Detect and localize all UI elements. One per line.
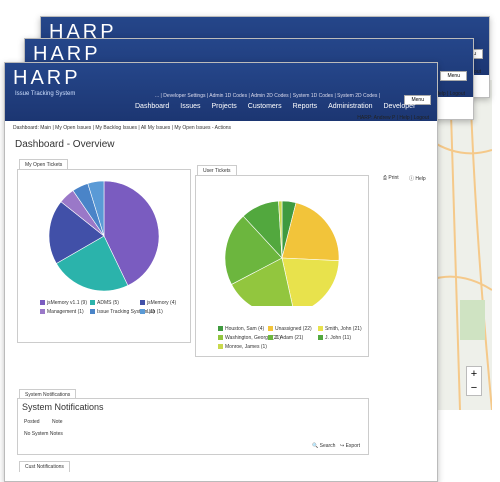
nav-item[interactable]: Reports (292, 103, 318, 110)
legend-item: jsMemory v1.1 (9) (40, 300, 87, 306)
legend-label: J. John (11) (325, 335, 352, 341)
pie-slice (281, 202, 340, 261)
legend-item: Smith, John (21) (318, 326, 362, 332)
notifications-heading: System Notifications (22, 402, 104, 412)
legend-item: J. Adam (21) (268, 335, 303, 341)
legend-swatch (268, 335, 273, 341)
legend-swatch (218, 335, 223, 341)
legend-swatch (40, 300, 45, 306)
nav: Dashboard Issues Projects Customers Reports A… (135, 103, 415, 110)
legend-item: J. John (11) (318, 335, 351, 341)
table-header: Posted (24, 419, 40, 425)
search[interactable]: 🔍 Search (312, 443, 336, 449)
chart-panel: Houston, Sam (4) Unassigned (22) Smith, Jo… (195, 175, 369, 357)
legend-label: J. Adam (21) (275, 335, 304, 341)
legend-label: ADMS (5) (97, 300, 119, 306)
pie-slice (103, 180, 160, 286)
help-label[interactable]: Help (415, 176, 426, 182)
search-label[interactable]: Search (319, 443, 336, 449)
logo: HARP (13, 67, 81, 89)
legend-swatch (140, 300, 145, 306)
logo: HARP (49, 21, 117, 43)
breadcrumb[interactable]: Dashboard: Main | My Open Issues | My Ba… (13, 125, 232, 131)
nav-item[interactable]: Dashboard (135, 103, 170, 110)
legend-item: Issue Tracking System (1) (90, 309, 155, 315)
legend-swatch (318, 326, 323, 332)
legend-item: jsMemory (4) (140, 300, 176, 306)
legend-label: Monroe, James (1) (225, 344, 267, 350)
menu[interactable]: Menu (440, 71, 467, 81)
pie-slice (224, 215, 283, 285)
legend-swatch (90, 300, 95, 306)
legend-label: Houston, Sam (4) (225, 326, 265, 332)
nav-item[interactable]: Customers (247, 103, 282, 110)
tab[interactable]: System Notifications (19, 389, 77, 400)
tab[interactable]: My Open Tickets (19, 159, 69, 170)
help[interactable]: ⓘ Help (409, 176, 426, 182)
legend-label: Lab (1) (147, 309, 163, 315)
print[interactable]: ⎙ Print (383, 175, 399, 181)
pie-chart (224, 200, 340, 316)
nav-item[interactable]: Administration (328, 103, 373, 110)
legend-item: Unassigned (22) (268, 326, 312, 332)
front-window: HARP Issue Tracking System ... | Developer… (4, 62, 438, 482)
legend-swatch (268, 326, 273, 332)
export[interactable]: ↪ Export (340, 443, 361, 449)
legend-swatch (218, 344, 223, 350)
notifications-panel: System Notifications Posted Note No Syst… (17, 398, 369, 455)
table-cell: No System Notes (24, 431, 63, 437)
admin-bar: ... | Developer Settings | Admin 1D Code… (155, 93, 381, 99)
legend-label: jsMemory v1.1 (9) (47, 300, 88, 306)
zoom-out[interactable]: − (470, 382, 478, 394)
legend-label: Unassigned (22) (275, 326, 312, 332)
map-zoom[interactable]: + − (466, 366, 482, 396)
legend-item: Monroe, James (1) (218, 344, 267, 350)
legend-label: Issue Tracking System (1) (97, 309, 155, 315)
legend-swatch (90, 309, 95, 315)
legend-label: Management (1) (47, 309, 84, 315)
legend-swatch (40, 309, 45, 315)
user-links[interactable]: HARP: Andrew P | Help | Logout (357, 115, 429, 121)
table-header: Note (52, 419, 63, 425)
nav-item[interactable]: Projects (211, 103, 237, 110)
pie-slice (278, 200, 283, 259)
header: HARP Issue Tracking System ... | Developer… (5, 63, 437, 121)
page-title: Dashboard - Overview (15, 139, 115, 150)
tagline: Issue Tracking System (15, 91, 76, 97)
nav-item[interactable]: Issues (180, 103, 201, 110)
logo: HARP (33, 43, 101, 65)
chart-panel: jsMemory v1.1 (9) ADMS (5) jsMemory (4) Man… (17, 169, 191, 343)
tab[interactable]: User Tickets (197, 165, 237, 176)
pie-chart (48, 180, 160, 292)
menu[interactable]: Menu (404, 95, 431, 105)
legend-swatch (218, 326, 223, 332)
legend-item: Lab (1) (140, 309, 163, 315)
zoom-in[interactable]: + (470, 368, 478, 380)
legend-item: Washington, George (21) (218, 335, 281, 341)
pie-slice (55, 235, 129, 292)
legend-label: Smith, John (21) (325, 326, 362, 332)
tab[interactable]: Cust Notifications (19, 461, 70, 472)
map: + − (429, 79, 493, 411)
legend-item: ADMS (5) (90, 300, 119, 306)
print-label[interactable]: Print (388, 175, 399, 181)
export-label[interactable]: Export (345, 443, 361, 449)
legend-item: Management (1) (40, 309, 84, 315)
legend-swatch (140, 309, 145, 315)
legend-item: Houston, Sam (4) (218, 326, 264, 332)
pie-slice (48, 201, 105, 264)
nav-item[interactable]: Developer (383, 103, 416, 110)
map-roads (429, 79, 493, 411)
legend-label: jsMemory (4) (147, 300, 177, 306)
legend-swatch (318, 335, 323, 341)
pie-slice (87, 180, 105, 237)
legend-label: Washington, George (21) (225, 335, 281, 341)
